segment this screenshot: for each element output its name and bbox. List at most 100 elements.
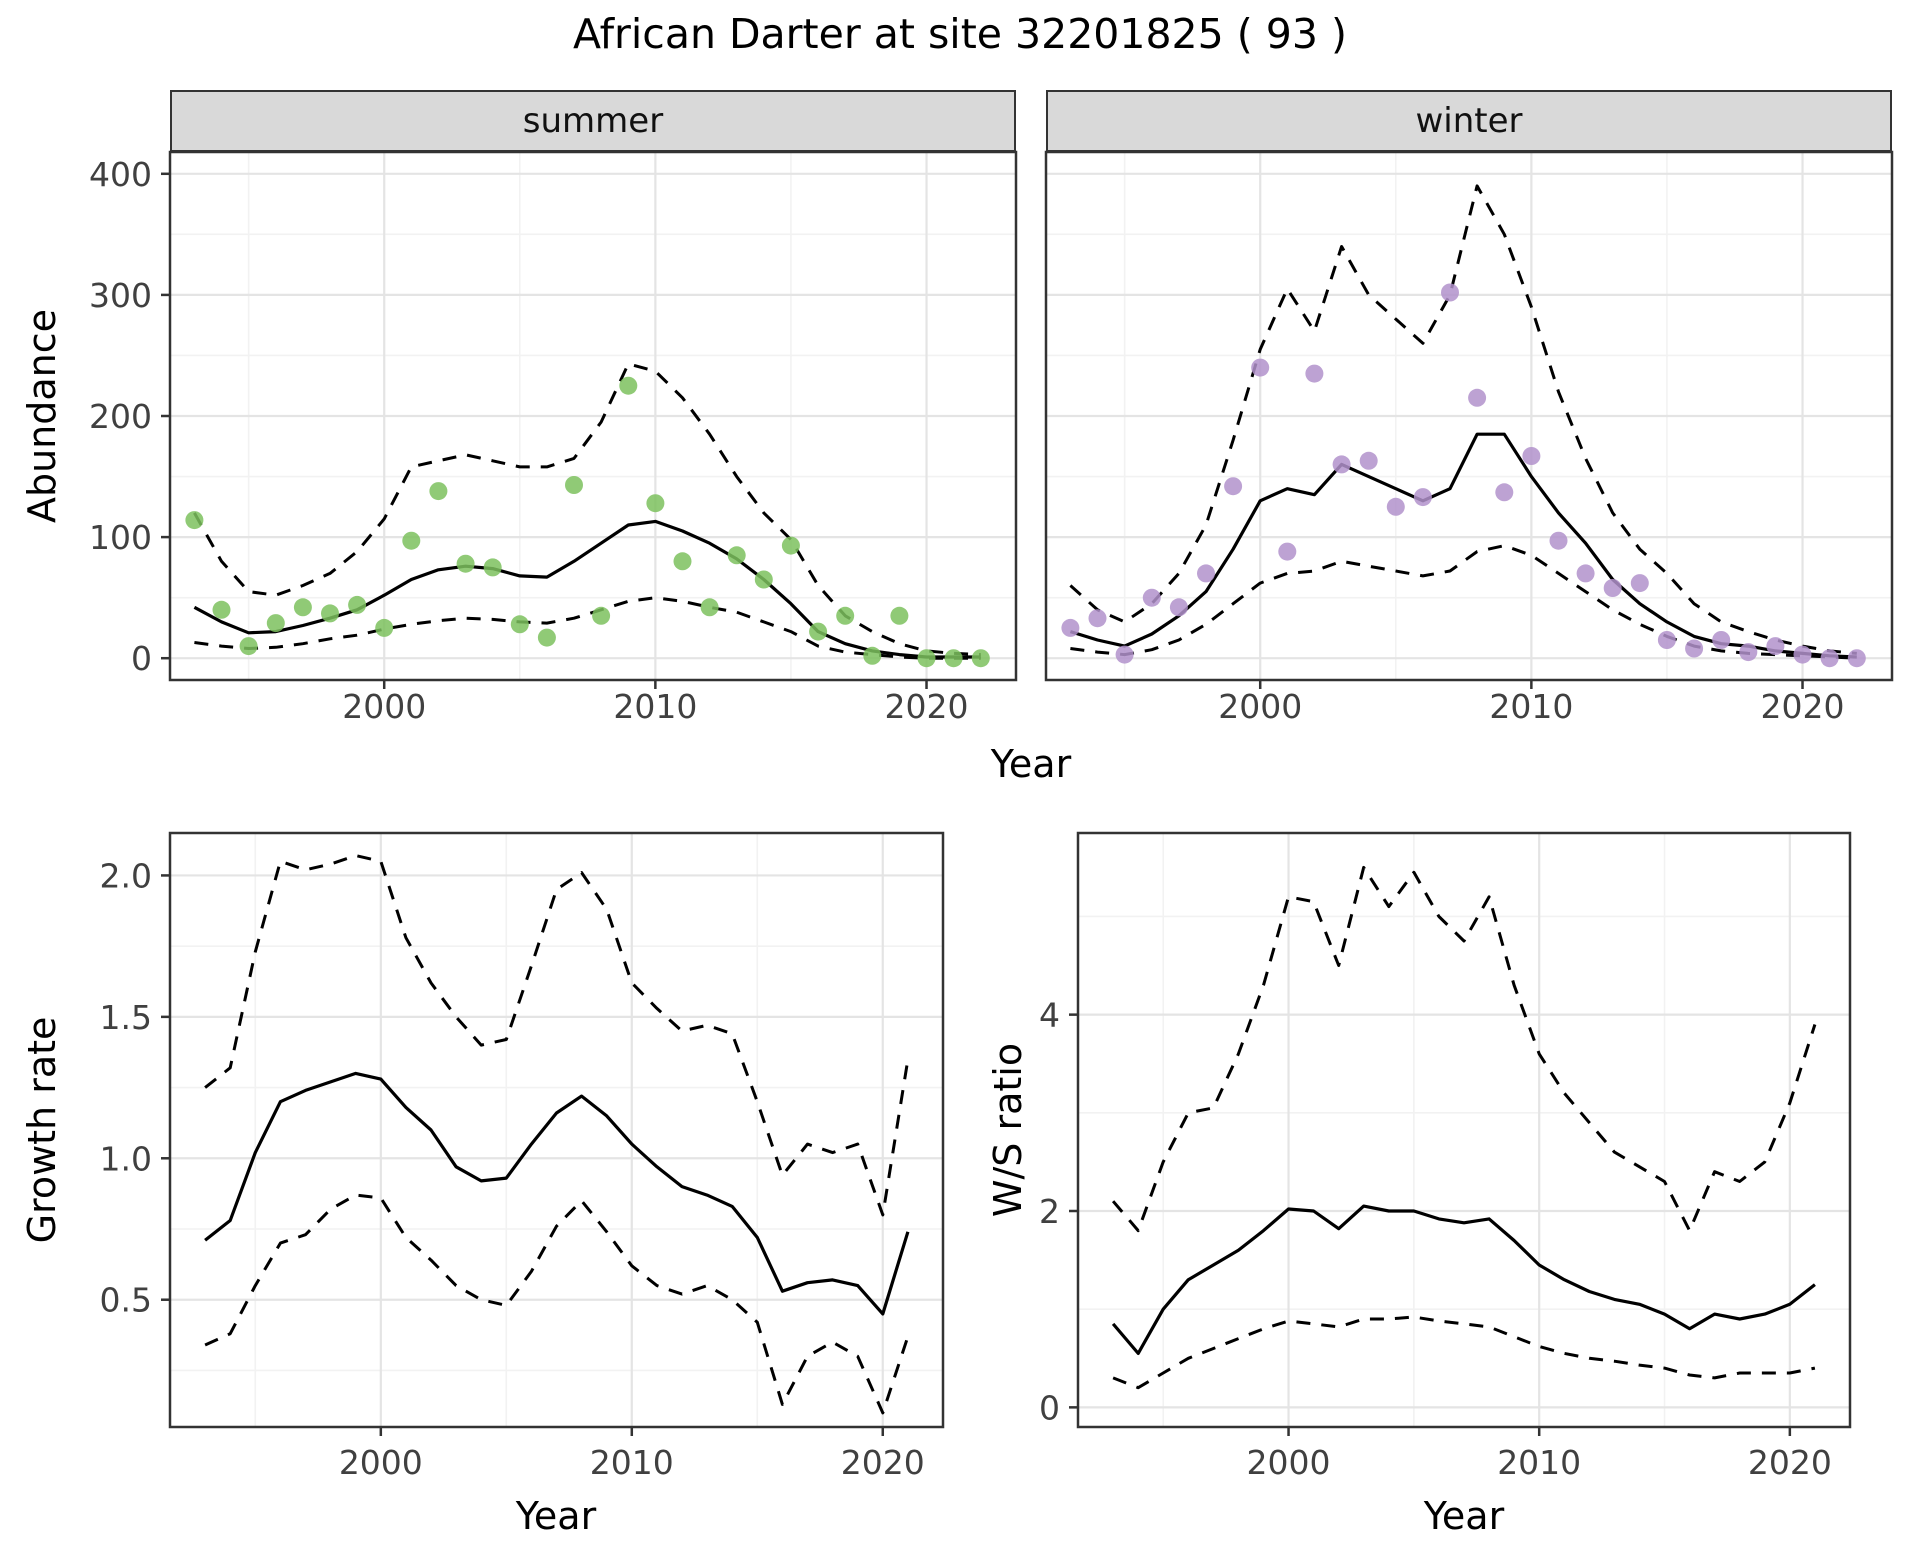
abundance-summer-data-point <box>429 482 448 501</box>
ws-ratio-x-tick-label: 2000 <box>1247 1443 1331 1482</box>
abundance-winter-data-point <box>1251 358 1270 377</box>
abundance-summer-data-point <box>456 554 475 573</box>
abundance-summer-data-point <box>673 552 692 571</box>
abundance-winter-data-point <box>1549 531 1568 550</box>
abundance-summer-x-tick-label: 2000 <box>342 687 426 726</box>
abundance-winter-data-point <box>1847 649 1866 668</box>
abundance-winter-data-point <box>1712 631 1731 649</box>
abundance-summer-data-point <box>510 615 529 634</box>
abundance-summer-data-point <box>917 649 936 668</box>
abundance-winter-data-point <box>1142 588 1161 607</box>
abundance-summer-data-point <box>375 618 394 637</box>
abundance-summer-data-point <box>890 606 909 625</box>
abundance-winter-x-tick-label: 2020 <box>1761 687 1845 726</box>
abundance-winter-data-point <box>1739 643 1758 662</box>
panel-growth-rate: 2000 2010 2020 0.5 1.0 1.5 2.0 <box>100 831 945 1482</box>
abundance-summer-data-point <box>402 531 421 550</box>
ws-ratio-panel-border <box>1076 831 1852 1429</box>
growth-rate-x-tick-label: 2010 <box>590 1443 674 1482</box>
ws-ratio-y-tick-label: 2 <box>1039 1192 1060 1231</box>
abundance-winter-data-point <box>1441 283 1459 302</box>
abundance-summer-data-point <box>619 376 638 395</box>
abundance-summer-data-point <box>781 536 800 555</box>
growth-rate-y-tick-label: 1.0 <box>100 1139 152 1178</box>
abundance-summer-data-point <box>863 646 882 665</box>
abundance-summer-data-point <box>212 600 231 619</box>
y-axis-title-abundance: Abundance <box>20 308 64 524</box>
abundance-summer-x-tick-label: 2010 <box>613 687 697 726</box>
abundance-summer-y-tick-label: 200 <box>89 397 152 436</box>
y-axis-title-ws-ratio: W/S ratio <box>986 1042 1030 1218</box>
abundance-summer-data-point <box>293 598 312 617</box>
facet-strip-winter-label: winter <box>1415 101 1523 141</box>
abundance-summer-x-tick-label: 2020 <box>885 687 969 726</box>
abundance-summer-data-point <box>809 622 828 641</box>
abundance-winter-data-point <box>1413 488 1432 507</box>
abundance-winter-data-point <box>1630 574 1649 593</box>
abundance-winter-x-tick-label: 2010 <box>1489 687 1573 726</box>
abundance-summer-data-point <box>348 595 367 614</box>
abundance-summer-data-point <box>483 558 502 577</box>
growth-rate-fit-line <box>204 1071 910 1316</box>
abundance-winter-data-point <box>1088 609 1107 628</box>
x-axis-title-year-growth: Year <box>515 1494 597 1538</box>
abundance-winter-data-point <box>1115 645 1134 664</box>
abundance-summer-y-tick-label: 0 <box>131 639 152 678</box>
abundance-winter-data-point <box>1603 579 1622 597</box>
abundance-summer-data-point <box>700 598 719 617</box>
abundance-winter-data-point <box>1522 447 1541 465</box>
ws-ratio-x-tick-label: 2010 <box>1497 1443 1581 1482</box>
abundance-winter-data-point <box>1793 645 1812 664</box>
facet-strip-summer: summer <box>170 90 1016 152</box>
ws-ratio-lower-ci-line <box>1112 1315 1816 1390</box>
abundance-summer-data-point <box>537 628 556 647</box>
abundance-winter-lower-ci-line <box>1070 544 1857 660</box>
abundance-summer-y-tick-label: 100 <box>89 518 152 557</box>
abundance-winter-x-tick-label: 2000 <box>1218 687 1302 726</box>
abundance-winter-data-point <box>1685 639 1704 658</box>
abundance-summer-data-point <box>321 604 339 623</box>
abundance-winter-panel-border <box>1044 150 1894 682</box>
abundance-summer-y-tick-label: 300 <box>89 276 152 315</box>
growth-rate-lower-ci-line <box>204 1193 910 1415</box>
abundance-winter-data-point <box>1766 637 1785 656</box>
ws-ratio-x-tick-label: 2020 <box>1748 1443 1832 1482</box>
ws-ratio-fit-line <box>1111 1204 1816 1355</box>
facet-strip-winter: winter <box>1046 90 1892 152</box>
abundance-winter-data-point <box>1224 477 1243 496</box>
abundance-summer-data-point <box>944 649 963 668</box>
abundance-summer-data-point <box>565 476 583 494</box>
abundance-summer-data-point <box>836 606 855 625</box>
abundance-winter-data-point <box>1657 631 1676 649</box>
growth-rate-panel-background <box>170 833 943 1427</box>
panel-ws-ratio: 2000 2010 2020 0 2 4 <box>1039 831 1852 1482</box>
abundance-summer-data-point <box>727 546 746 565</box>
abundance-winter-data-point <box>1820 649 1839 668</box>
x-axis-title-year-top: Year <box>990 742 1072 786</box>
abundance-winter-data-point <box>1495 483 1514 502</box>
growth-rate-panel-border <box>168 831 945 1429</box>
x-axis-title-year-ws: Year <box>1423 1494 1505 1538</box>
facet-strip-summer-label: summer <box>522 101 664 141</box>
abundance-winter-data-point <box>1197 564 1215 583</box>
plot-title: African Darter at site 32201825 ( 93 ) <box>573 10 1347 58</box>
abundance-summer-data-point <box>592 606 611 625</box>
abundance-summer-data-point <box>185 511 204 530</box>
growth-rate-x-tick-label: 2000 <box>339 1443 423 1482</box>
ws-ratio-panel-background <box>1078 833 1850 1427</box>
abundance-winter-data-point <box>1576 564 1595 583</box>
abundance-winter-data-point <box>1468 388 1487 407</box>
abundance-winter-data-point <box>1169 598 1188 617</box>
abundance-winter-data-point <box>1278 542 1297 561</box>
panel-abundance-winter: 2000 2010 2020 <box>1044 150 1894 726</box>
abundance-summer-data-point <box>266 614 285 633</box>
ws-ratio-upper-ci-line <box>1111 865 1817 1233</box>
abundance-winter-data-point <box>1359 451 1378 470</box>
abundance-summer-lower-ci-line <box>194 596 981 660</box>
y-axis-title-growth-rate: Growth rate <box>20 1016 64 1244</box>
abundance-summer-data-point <box>971 649 990 668</box>
abundance-summer-y-tick-label: 400 <box>89 155 152 194</box>
growth-rate-x-tick-label: 2020 <box>841 1443 925 1482</box>
